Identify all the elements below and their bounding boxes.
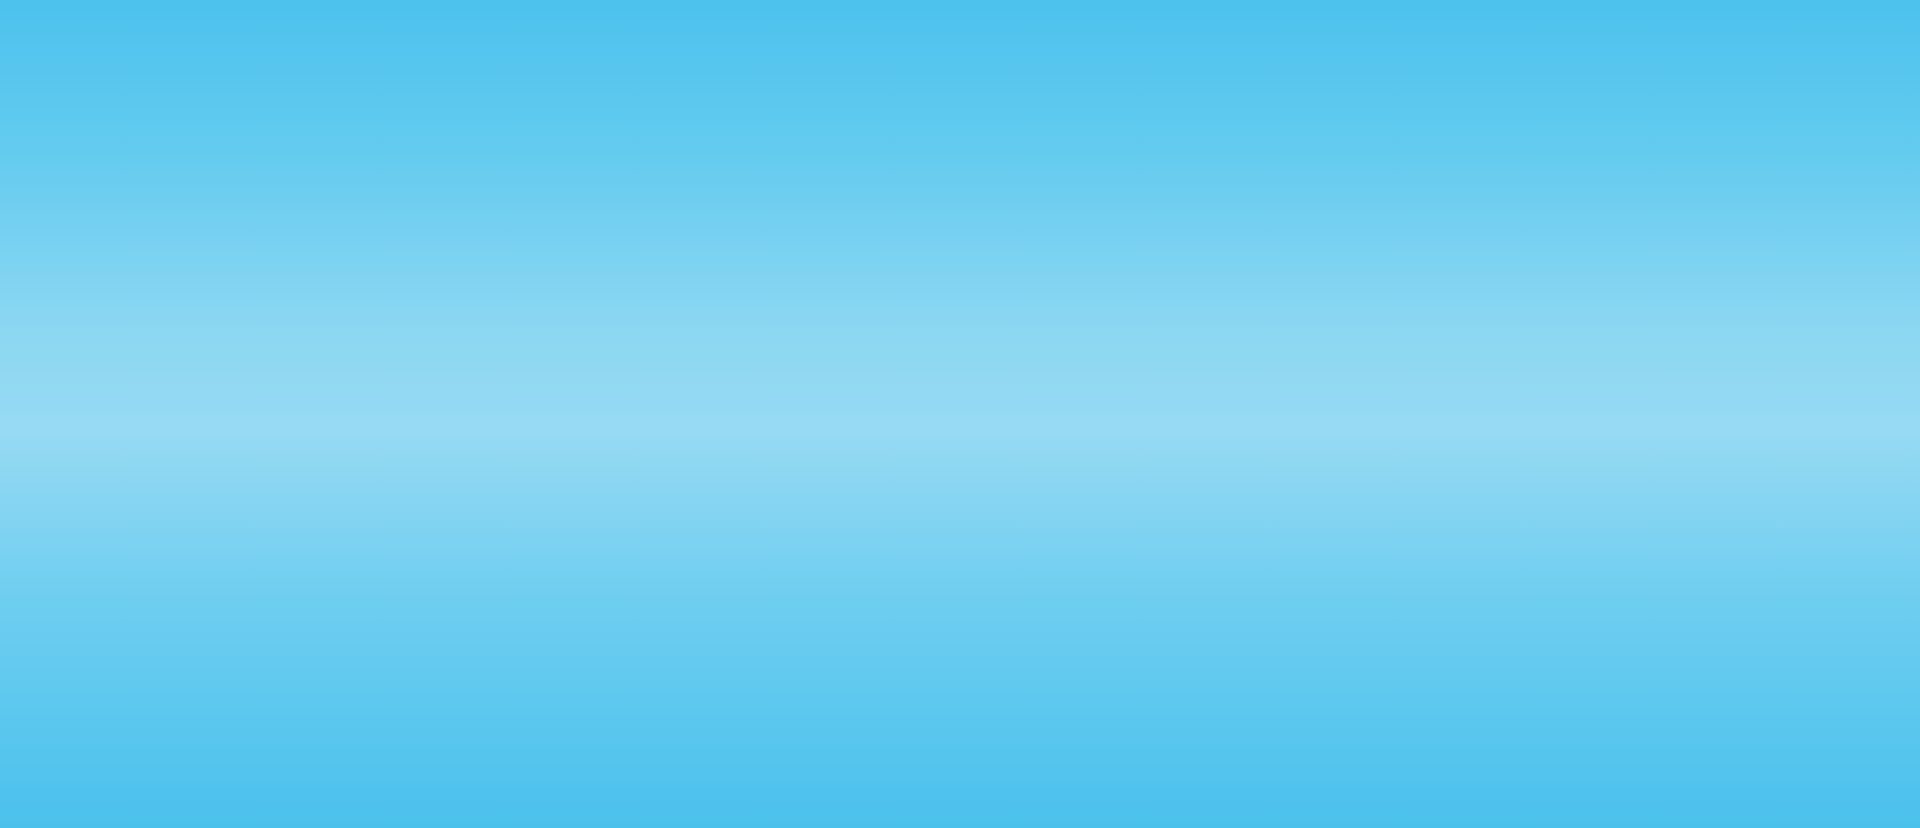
- page-background: [0, 0, 1920, 828]
- spectrum-chart: [0, 0, 1920, 828]
